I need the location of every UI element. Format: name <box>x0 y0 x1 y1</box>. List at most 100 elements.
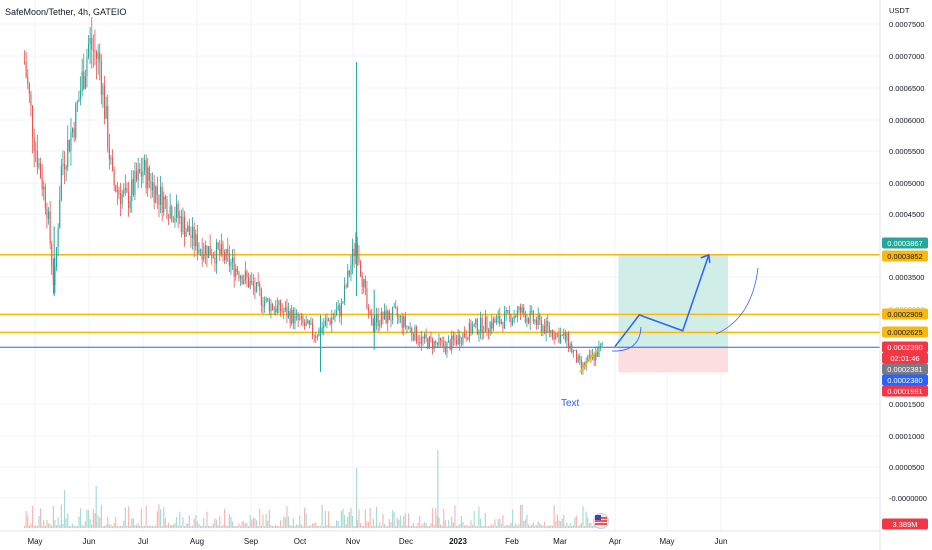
volume-bar <box>558 520 560 528</box>
volume-bar <box>319 525 322 528</box>
volume-bar <box>404 513 406 528</box>
candle-body <box>289 310 291 324</box>
volume-bar <box>35 525 37 528</box>
candle-body <box>76 101 78 105</box>
volume-bar <box>366 521 368 528</box>
candle-body <box>276 305 278 313</box>
candle-body <box>113 170 115 185</box>
volume-bar <box>46 520 48 528</box>
price-badge-label: 3.389M <box>892 520 917 529</box>
candle-body <box>302 316 304 323</box>
volume-bar <box>199 525 202 528</box>
candle-body <box>124 188 126 191</box>
candle-body <box>262 304 264 307</box>
candle-body <box>151 182 154 191</box>
volume-bar <box>540 524 542 528</box>
candle-body <box>260 289 262 305</box>
candle-body <box>459 335 461 344</box>
loss-zone[interactable] <box>618 347 728 373</box>
volume-bar <box>64 490 66 528</box>
price-badge <box>882 374 928 386</box>
annotation-text[interactable]: Text <box>561 398 580 409</box>
candle-body <box>481 317 483 334</box>
volume-bar <box>430 522 432 528</box>
price-tick-label: 0.0006500 <box>889 84 924 93</box>
curve-drawing[interactable] <box>715 267 759 335</box>
volume-bar <box>492 525 494 528</box>
projection-path[interactable] <box>614 254 710 348</box>
volume-bar <box>547 525 549 528</box>
volume-bar <box>150 525 152 528</box>
candle-body <box>308 320 310 325</box>
candle-body <box>577 356 579 363</box>
flag-icon[interactable] <box>593 513 609 529</box>
price-badge <box>882 341 928 353</box>
candle-body <box>70 132 72 152</box>
volume-bar <box>118 525 120 528</box>
candle-body <box>374 322 376 326</box>
candle-body <box>575 350 578 363</box>
volume-bar <box>411 525 413 528</box>
volume-bar <box>102 525 104 528</box>
horizontal-levels[interactable] <box>0 253 880 348</box>
candle-body <box>359 262 362 276</box>
volume-bar <box>420 525 422 528</box>
price-tick-label: 0.0007000 <box>889 52 924 61</box>
volume-bar <box>577 525 579 528</box>
candle-body <box>499 316 501 324</box>
volume-bar <box>299 515 301 528</box>
volume-bar <box>459 524 461 528</box>
candle-body <box>431 338 434 349</box>
volume-bar <box>303 507 306 528</box>
candle-body <box>187 225 189 232</box>
candle-body <box>529 311 531 324</box>
candle-body <box>52 266 54 285</box>
profit-zone[interactable] <box>618 253 728 348</box>
candle-body <box>215 242 218 264</box>
volume-bar <box>447 520 450 528</box>
price-badges: 0.0003867 0.0003852 0.0002909 0.0002625 0.00… <box>882 237 928 530</box>
volume-bar <box>409 525 411 528</box>
time-tick-label: Jun <box>83 537 96 546</box>
candle-body <box>471 326 474 334</box>
volume-bar <box>545 525 547 528</box>
candle-body <box>438 337 440 345</box>
volume-bar <box>222 525 224 528</box>
candle-body <box>44 186 46 209</box>
volume-bar <box>503 525 506 528</box>
candle-body <box>195 234 197 246</box>
projection-drawings[interactable] <box>579 253 759 373</box>
volume-bar <box>148 525 150 528</box>
volume-bar <box>207 525 210 528</box>
volume-bar <box>511 509 514 528</box>
volume-bar <box>539 523 541 528</box>
volume-bar <box>151 525 154 528</box>
candle-body <box>558 333 560 343</box>
volume-bar <box>75 526 77 528</box>
volume-bar <box>523 520 525 528</box>
candle-body <box>203 254 205 260</box>
long-position-tool[interactable] <box>618 253 728 373</box>
volume-bar <box>313 523 315 528</box>
candle-body <box>299 318 301 320</box>
time-axis[interactable]: May Jun Jul Aug Sep Oct Nov Dec 2023 Feb Mar Apr May… <box>27 537 727 546</box>
volume-bar <box>225 525 227 528</box>
candle-body <box>465 336 467 339</box>
price-badge <box>882 352 928 364</box>
volume-bar <box>228 514 230 528</box>
trend-line[interactable] <box>579 349 598 373</box>
candle-body <box>351 248 354 265</box>
volume-bar <box>286 506 288 528</box>
volume-bar <box>134 525 136 528</box>
candle-body <box>196 234 198 254</box>
candle-body <box>462 333 464 344</box>
candle-body <box>247 277 250 288</box>
volume-bar <box>166 525 168 528</box>
candle-body <box>318 328 320 337</box>
candle-body <box>233 257 235 277</box>
curve-drawing[interactable] <box>611 326 642 352</box>
volume-bar <box>86 509 88 528</box>
volume-bar <box>495 525 498 528</box>
candle-body <box>387 311 389 324</box>
